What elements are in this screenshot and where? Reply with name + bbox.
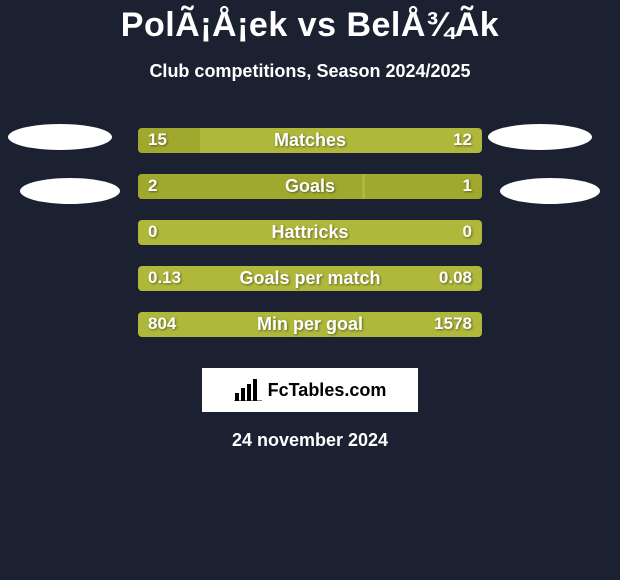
- player-ellipse: [500, 178, 600, 204]
- stat-label: Min per goal: [0, 314, 620, 335]
- bar-chart-icon: [234, 379, 262, 401]
- stat-label: Goals per match: [0, 268, 620, 289]
- logo-box: FcTables.com: [202, 368, 418, 412]
- player-ellipse: [488, 124, 592, 150]
- date-text: 24 november 2024: [0, 430, 620, 451]
- stat-row: 00Hattricks: [0, 210, 620, 256]
- stat-row: 0.130.08Goals per match: [0, 256, 620, 302]
- logo-text: FcTables.com: [268, 380, 387, 401]
- player-ellipse: [8, 124, 112, 150]
- stat-row: 8041578Min per goal: [0, 302, 620, 348]
- page-title: PolÃ¡Å¡ek vs BelÅ¾Ãk: [0, 6, 620, 45]
- subtitle: Club competitions, Season 2024/2025: [0, 61, 620, 82]
- player-ellipse: [20, 178, 120, 204]
- stat-label: Hattricks: [0, 222, 620, 243]
- comparison-chart: 1512Matches21Goals00Hattricks0.130.08Goa…: [0, 118, 620, 348]
